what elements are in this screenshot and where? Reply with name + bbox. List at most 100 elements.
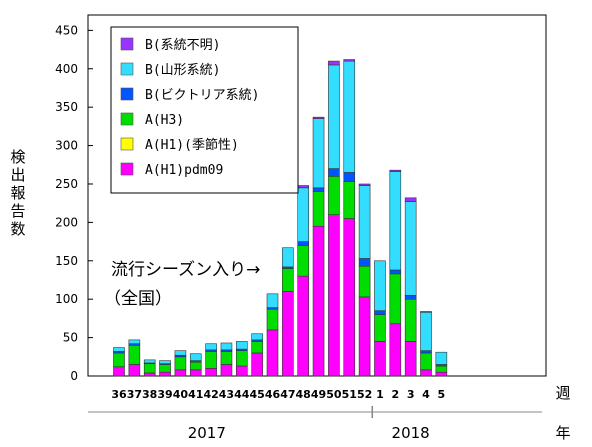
x-tick-label: 2: [391, 388, 399, 401]
legend-swatch: [120, 162, 134, 176]
bar-segment: [420, 311, 432, 313]
y-tick-label: 300: [55, 139, 78, 153]
bar-segment: [266, 308, 279, 331]
bar-segment: [343, 172, 356, 182]
legend-swatch: [120, 62, 134, 76]
bar-segment: [358, 265, 371, 298]
bar-segment: [205, 351, 217, 369]
legend-label: A(H1)pdm09: [145, 163, 223, 178]
bar-segment: [389, 323, 402, 377]
bar-segment: [251, 333, 263, 341]
bar-segment: [220, 342, 233, 351]
bar-segment: [282, 247, 294, 268]
bar-segment: [389, 169, 402, 172]
y-tick-label: 350: [55, 100, 78, 114]
bar-segment: [312, 191, 325, 227]
bar-segment: [236, 365, 248, 377]
x-tick-label: 52: [357, 388, 372, 401]
y-axis: 0 50 100 150 200 250 300 350 400 450: [55, 14, 547, 383]
x-tick-label: 51: [342, 388, 357, 401]
bar-segment: [328, 64, 340, 169]
legend-swatch: [120, 87, 134, 101]
y-tick-label: 200: [55, 215, 78, 229]
bar-segment: [236, 350, 248, 367]
bar-segment: [312, 118, 325, 189]
bar-segment: [189, 353, 202, 361]
bar-series: [113, 59, 448, 377]
bar-segment: [189, 361, 202, 371]
annotation: 流行シーズン入り→ （全国）: [104, 260, 260, 309]
bar-segment: [251, 352, 263, 377]
bar-segment: [358, 185, 371, 259]
bar-segment: [297, 245, 310, 277]
annotation-line-1: 流行シーズン入り→: [111, 260, 260, 280]
bar-segment: [420, 369, 432, 377]
x-tick-label: 48: [296, 388, 311, 401]
bar-segment: [343, 59, 356, 62]
x-tick-label: 49: [311, 388, 326, 401]
bar-segment: [404, 295, 417, 300]
bar-segment: [128, 344, 141, 365]
y-tick-label: 400: [55, 62, 78, 76]
bar-segment: [297, 241, 310, 246]
x-tick-label: 37: [127, 388, 142, 401]
bar-segment: [389, 273, 402, 325]
bar-segment: [159, 360, 171, 365]
x-tick-label: 47: [280, 388, 295, 401]
bar-segment: [143, 372, 156, 377]
year-label: 2017: [188, 424, 226, 442]
bar-segment: [266, 329, 279, 377]
bar-segment: [343, 181, 356, 219]
bar-segment: [113, 347, 125, 352]
bar-segment: [282, 291, 294, 377]
bar-segment: [404, 341, 417, 377]
bar-segment: [435, 365, 448, 373]
y-tick-label: 150: [55, 254, 78, 268]
bar-segment: [297, 187, 310, 242]
bar-segment: [159, 364, 171, 373]
x-tick-label: 43: [219, 388, 234, 401]
bar-segment: [404, 298, 417, 342]
bar-segment: [389, 171, 402, 271]
bar-segment: [159, 371, 171, 377]
bar-segment: [435, 351, 448, 365]
bar-segment: [236, 341, 248, 350]
bar-segment: [220, 351, 233, 365]
annotation-line-2: （全国）: [104, 289, 172, 309]
x-tick-label: 45: [249, 388, 264, 401]
bar-segment: [174, 356, 187, 371]
bar-segment: [297, 275, 310, 377]
legend-label: A(H3): [145, 113, 184, 128]
bar-segment: [113, 352, 125, 368]
x-tick-label: 3: [407, 388, 415, 401]
bar-segment: [128, 364, 141, 377]
x-tick-label: 1: [376, 388, 384, 401]
x-tick-label: 50: [326, 388, 342, 401]
bar-segment: [435, 371, 448, 377]
y-tick-label: 100: [55, 292, 78, 306]
x-tick-label: 5: [438, 388, 446, 401]
x-tick-label: 42: [203, 388, 218, 401]
bar-segment: [297, 185, 310, 189]
y-tick-label: 0: [70, 369, 78, 383]
legend-label: B(系統不明): [145, 38, 220, 53]
x-tick-label: 36: [111, 388, 127, 401]
bar-segment: [358, 183, 371, 186]
bar-segment: [312, 187, 325, 192]
bar-segment: [374, 260, 386, 312]
legend-swatch: [120, 137, 134, 151]
bar-segment: [113, 366, 125, 377]
legend-swatch: [120, 112, 134, 126]
x-tick-label: 39: [157, 388, 172, 401]
bar-segment: [312, 116, 325, 119]
y-tick-label: 50: [63, 331, 78, 345]
x-tick-label: 44: [234, 388, 250, 401]
bar-segment: [420, 352, 432, 371]
bar-segment: [312, 225, 325, 377]
bar-segment: [251, 341, 263, 354]
bar-segment: [343, 60, 356, 173]
x-axis-label: 週: [555, 384, 570, 402]
bar-segment: [343, 218, 356, 377]
bar-segment: [374, 314, 386, 342]
